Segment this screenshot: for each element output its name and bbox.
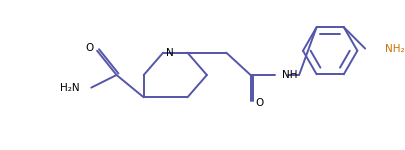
Text: O: O <box>85 43 94 53</box>
Text: NH₂: NH₂ <box>385 44 404 54</box>
Text: H₂N: H₂N <box>60 83 80 93</box>
Text: NH: NH <box>281 70 297 80</box>
Text: O: O <box>255 98 263 108</box>
Text: N: N <box>166 48 174 58</box>
